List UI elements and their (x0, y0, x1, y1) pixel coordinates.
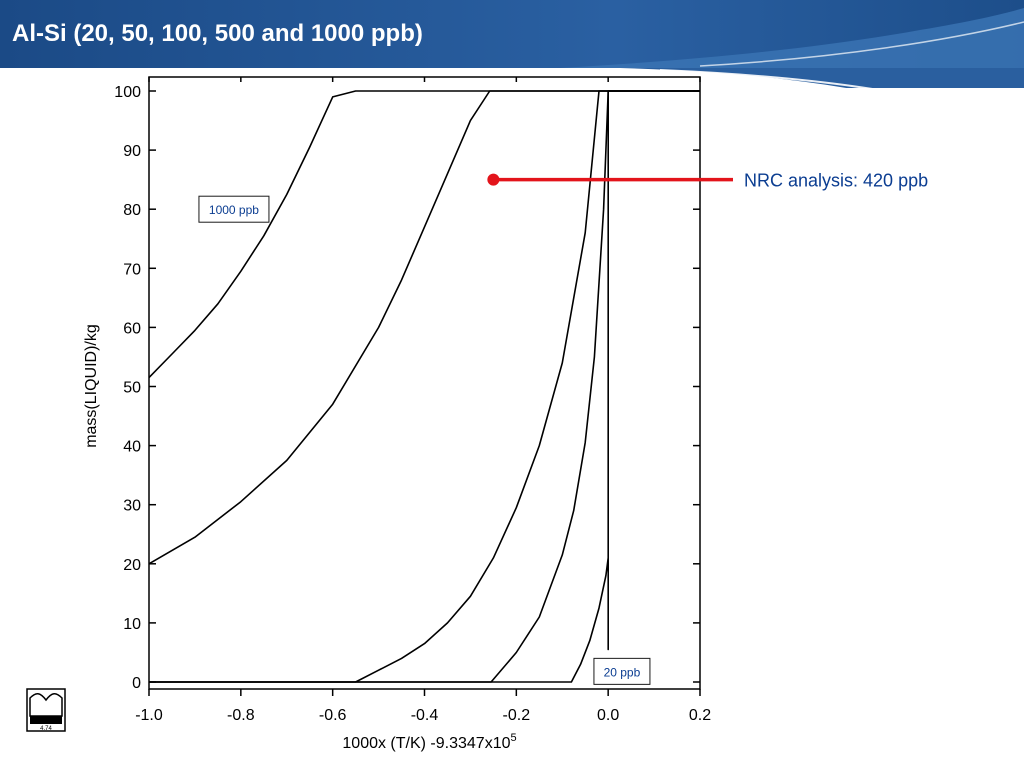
annotation-marker (487, 173, 500, 186)
y-tick-label: 40 (123, 439, 141, 456)
x-tick-label: -0.4 (411, 707, 439, 724)
slide-title: Al-Si (20, 50, 100, 500 and 1000 ppb) (12, 20, 423, 47)
title-banner: Al-Si (20, 50, 100, 500 and 1000 ppb) (0, 0, 1024, 88)
series-label-frame (198, 195, 270, 223)
x-tick-label: 0.2 (689, 707, 711, 724)
x-axis: -1.0 -0.8 -0.6 -0.4 -0.2 0.0 0.2 (135, 77, 711, 724)
series-label-box: 20 ppb (593, 657, 651, 685)
y-tick-label: 0 (132, 675, 141, 692)
y-tick-label: 90 (123, 143, 141, 160)
factsage-logo-icon: 4.74 (26, 688, 66, 732)
x-tick-label: -0.8 (227, 707, 255, 724)
y-tick-label: 80 (123, 202, 141, 219)
x-axis-label-exponent: 5 (510, 732, 516, 744)
series-label: 20 ppb (604, 665, 641, 679)
series-line-4 (149, 90, 700, 683)
series-line-5 (149, 90, 700, 683)
x-tick-label: -0.6 (319, 707, 347, 724)
x-tick-label: -1.0 (135, 707, 163, 724)
banner-background (0, 0, 1024, 88)
annotation-text: NRC analysis: 420 ppb (744, 171, 928, 191)
y-tick-label: 100 (114, 84, 141, 101)
series-label-box: 1000 ppb (198, 195, 270, 223)
series-layer (148, 90, 700, 683)
y-tick-label: 50 (123, 380, 141, 397)
y-tick-label: 20 (123, 557, 141, 574)
series-line-2 (148, 90, 700, 565)
y-tick-label: 60 (123, 320, 141, 337)
plot-frame (148, 76, 701, 690)
y-tick-label: 10 (123, 616, 141, 633)
y-tick-label: 30 (123, 498, 141, 515)
annotation-layer: NRC analysis: 420 ppb (487, 171, 928, 191)
x-axis-label-text: 1000x (T/K) -9.3347x10 (342, 735, 510, 752)
y-axis: 0 10 20 30 40 50 60 70 80 90 100 (114, 84, 700, 692)
label-layer: 1000 ppb 20 ppb (198, 195, 651, 685)
x-axis-label: 1000x (T/K) -9.3347x105 (342, 732, 516, 752)
y-tick-label: 70 (123, 261, 141, 278)
series-line-3 (149, 90, 700, 683)
logo-version: 4.74 (40, 726, 52, 732)
x-tick-label: -0.2 (503, 707, 531, 724)
series-label-frame (593, 657, 651, 685)
x-tick-label: 0.0 (597, 707, 619, 724)
series-label: 1000 ppb (209, 203, 259, 217)
series-line-1 (148, 90, 700, 379)
y-axis-label: mass(LIQUID)/kg (83, 324, 100, 448)
